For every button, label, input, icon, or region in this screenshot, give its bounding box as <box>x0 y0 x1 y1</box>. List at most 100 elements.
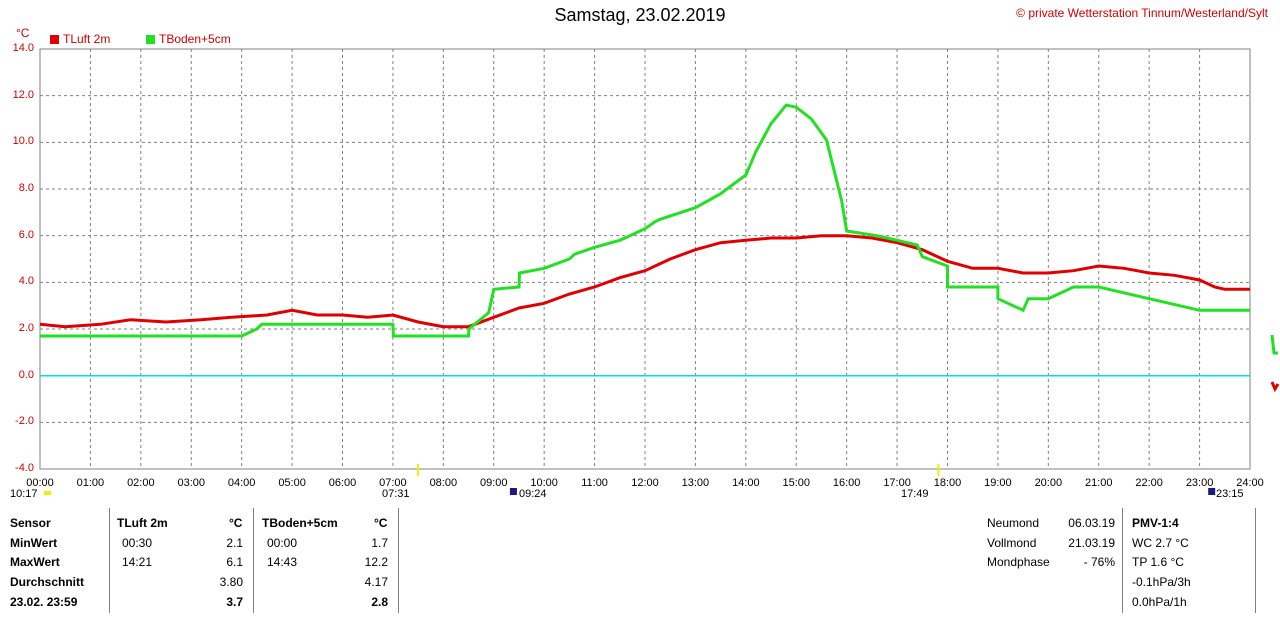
table-header-tboden: TBoden+5cm <box>262 516 338 530</box>
legend-label-tboden: TBoden+5cm <box>159 32 231 46</box>
x-tick-label: 22:00 <box>1135 477 1163 489</box>
x-tick-label: 01:00 <box>76 477 105 489</box>
tboden-min-time: 00:00 <box>267 536 298 550</box>
tluft-max-value: 6.1 <box>226 555 243 569</box>
moon-label-phase: Mondphase <box>987 555 1050 569</box>
tluft-min-time: 00:30 <box>122 536 153 550</box>
table-header-tboden-unit: °C <box>374 516 388 530</box>
y-tick-label: 10.0 <box>12 135 34 148</box>
y-tick-label: -4.0 <box>15 462 34 474</box>
edge-mark-tluft <box>1270 381 1280 393</box>
table-divider <box>1255 508 1256 613</box>
y-tick-label: 12.0 <box>12 88 34 101</box>
x-tick-label: 17:00 <box>883 477 911 489</box>
legend-label-tluft: TLuft 2m <box>63 32 111 46</box>
moon-value-full: 21.03.19 <box>1068 536 1115 550</box>
start-time-label: 10:17 <box>10 488 38 500</box>
pmv-dew-point: TP 1.6 °C <box>1132 555 1184 569</box>
x-tick-label: 19:00 <box>984 477 1012 489</box>
sunrise-label: 07:31 <box>382 488 410 500</box>
x-tick-label: 06:00 <box>328 477 357 489</box>
moon-label-new: Neumond <box>987 516 1040 530</box>
pmv-pressure-1h: 0.0hPa/1h <box>1132 595 1187 609</box>
sunset-marker <box>937 464 940 476</box>
y-tick-label: 0.0 <box>18 368 34 381</box>
x-tick-label: 00:00 <box>26 477 54 489</box>
pmv-pressure-3h: -0.1hPa/3h <box>1132 575 1191 589</box>
x-tick-label: 24:00 <box>1236 477 1264 489</box>
series-line-tboden <box>40 103 1250 338</box>
tboden-max-value: 12.2 <box>364 555 388 569</box>
x-tick-label: 21:00 <box>1084 477 1113 489</box>
x-tick-label: 18:00 <box>933 477 962 489</box>
table-divider <box>253 508 254 613</box>
x-tick-label: 02:00 <box>127 477 155 489</box>
series-line-tluft <box>39 234 1250 329</box>
x-tick-label: 05:00 <box>278 477 306 489</box>
table-divider <box>398 508 399 613</box>
table-divider <box>109 508 110 613</box>
sun-moon-markers <box>44 334 1280 495</box>
x-tick-label: 12:00 <box>631 477 659 489</box>
row-label-max: MaxWert <box>10 555 60 569</box>
tboden-max-time: 14:43 <box>267 555 298 569</box>
tluft-current-value: 3.7 <box>226 595 243 609</box>
legend-swatch-tboden <box>146 34 155 44</box>
y-tick-label: -2.0 <box>15 415 34 428</box>
x-tick-label: 04:00 <box>227 477 256 489</box>
x-tick-label: 03:00 <box>177 477 206 489</box>
sunrise-marker <box>417 464 420 476</box>
tluft-avg-value: 3.80 <box>219 575 243 589</box>
start-sun-marker <box>44 491 51 495</box>
tboden-current-value: 2.8 <box>371 595 388 609</box>
table-header-tluft: TLuft 2m <box>117 516 168 530</box>
x-tick-label: 10:00 <box>530 477 558 489</box>
row-label-min: MinWert <box>10 536 58 550</box>
tboden-min-value: 1.7 <box>371 536 388 550</box>
table-header-tluft-unit: °C <box>229 516 243 530</box>
row-label-current: 23.02. 23:59 <box>10 595 78 609</box>
y-tick-label: 2.0 <box>18 322 34 334</box>
table-header-sensor: Sensor <box>10 516 51 530</box>
tluft-min-value: 2.1 <box>226 536 243 550</box>
moon-value-phase: - 76% <box>1083 555 1115 569</box>
y-tick-label: 6.0 <box>18 228 34 241</box>
x-tick-label: 13:00 <box>681 477 710 489</box>
moonrise-label: 23:15 <box>1216 488 1244 500</box>
y-tick-label: 14.0 <box>12 42 34 54</box>
pmv-wind-chill: WC 2.7 °C <box>1132 536 1189 550</box>
copyright-text: © private Wetterstation Tinnum/Westerlan… <box>1016 6 1268 20</box>
tboden-avg-value: 4.17 <box>364 575 388 589</box>
x-tick-label: 23:00 <box>1185 477 1214 489</box>
pmv-title: PMV-1:4 <box>1132 516 1179 530</box>
x-tick-label: 20:00 <box>1034 477 1063 489</box>
edge-mark-tboden <box>1270 334 1278 355</box>
moonrise-marker <box>1208 488 1216 495</box>
y-tick-label: 4.0 <box>18 275 34 288</box>
sunset-label: 17:49 <box>901 488 929 500</box>
moonset-marker <box>509 488 517 495</box>
x-tick-label: 08:00 <box>429 477 458 489</box>
legend-item-tboden: TBoden+5cm <box>146 32 231 46</box>
chart-grid <box>40 49 1250 469</box>
x-tick-label: 09:00 <box>479 477 508 489</box>
series-lines <box>39 103 1250 377</box>
legend-item-tluft: TLuft 2m <box>50 32 110 46</box>
y-tick-label: 8.0 <box>18 182 34 194</box>
x-tick-label: 11:00 <box>581 477 608 489</box>
moon-value-new: 06.03.19 <box>1068 516 1115 530</box>
table-divider <box>1122 508 1123 613</box>
moon-label-full: Vollmond <box>987 536 1037 550</box>
x-tick-label: 14:00 <box>732 477 760 489</box>
x-tick-label: 15:00 <box>782 477 811 489</box>
x-tick-label: 07:00 <box>379 477 407 489</box>
moonset-label: 09:24 <box>519 488 547 500</box>
row-label-avg: Durchschnitt <box>10 575 85 589</box>
x-tick-label: 16:00 <box>832 477 861 489</box>
tluft-max-time: 14:21 <box>122 555 153 569</box>
y-axis-unit: °C <box>16 26 30 40</box>
chart-title: Samstag, 23.02.2019 <box>554 5 726 25</box>
plot-frame <box>39 48 1251 470</box>
legend-swatch-tluft <box>50 34 59 44</box>
